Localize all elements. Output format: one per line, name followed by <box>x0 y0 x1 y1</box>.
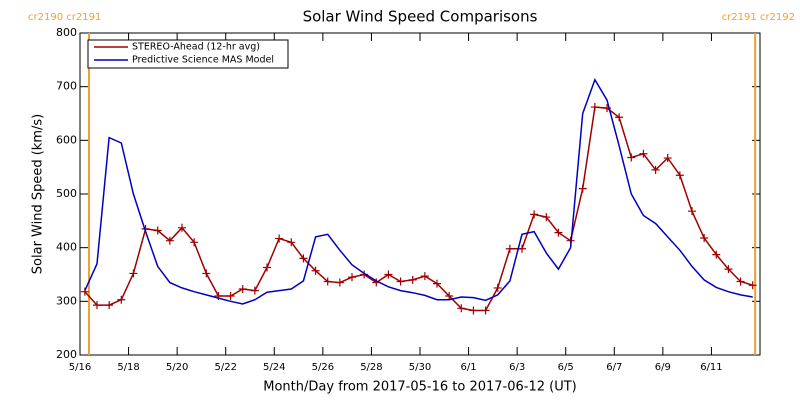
boundary-label: cr2191 cr2192 <box>722 12 795 23</box>
data-point <box>202 269 211 278</box>
x-tick-label: 6/9 <box>655 362 671 373</box>
data-point <box>445 291 454 300</box>
data-point <box>93 301 101 310</box>
data-point <box>505 244 514 253</box>
data-point <box>627 153 636 162</box>
legend-box <box>87 39 289 69</box>
data-point <box>700 234 709 243</box>
data-point <box>518 244 526 253</box>
data-point <box>675 171 684 180</box>
data-point <box>323 277 332 286</box>
data-point <box>493 283 502 292</box>
chart-title: Solar Wind Speed Comparisons <box>303 8 538 26</box>
x-tick-label: 5/18 <box>117 362 139 373</box>
data-point <box>688 207 696 216</box>
data-point <box>165 236 174 245</box>
plot-frame <box>79 32 761 356</box>
x-tick-label: 6/11 <box>700 362 722 373</box>
data-point <box>578 184 587 193</box>
data-point <box>542 213 551 222</box>
data-point <box>396 277 405 286</box>
data-point <box>469 306 478 315</box>
data-point <box>105 301 114 310</box>
data-point <box>615 113 624 122</box>
y-tick-label: 800 <box>56 26 77 39</box>
data-point <box>748 281 757 290</box>
x-tick-label: 5/30 <box>409 362 431 373</box>
data-point <box>433 279 441 288</box>
data-point <box>117 295 126 304</box>
data-point <box>663 154 672 163</box>
data-point <box>639 149 648 158</box>
x-tick-label: 6/7 <box>606 362 622 373</box>
data-point <box>287 238 296 247</box>
data-point <box>384 270 393 279</box>
boundary-label: cr2190 cr2191 <box>28 12 101 23</box>
y-tick-label: 700 <box>56 80 77 93</box>
x-tick-label: 5/16 <box>69 362 91 373</box>
y-tick-label: 500 <box>56 187 77 200</box>
data-point <box>153 226 162 235</box>
x-tick-label: 5/26 <box>312 362 334 373</box>
data-point <box>299 254 308 263</box>
data-point <box>420 272 429 281</box>
y-tick-label: 200 <box>56 348 77 361</box>
data-point <box>275 234 284 243</box>
series-line <box>84 77 753 305</box>
x-tick-label: 5/20 <box>166 362 188 373</box>
data-point <box>712 250 721 259</box>
y-tick-label: 400 <box>56 241 77 254</box>
x-tick-label: 6/3 <box>509 362 525 373</box>
data-point <box>226 291 235 300</box>
data-point <box>408 275 417 284</box>
data-point <box>457 304 466 313</box>
data-point <box>335 278 344 287</box>
x-tick-label: 5/28 <box>360 362 382 373</box>
data-point <box>651 165 660 174</box>
y-axis-label: Solar Wind Speed (km/s) <box>31 114 46 274</box>
x-tick-label: 6/1 <box>461 362 477 373</box>
data-point <box>481 306 490 315</box>
data-point <box>263 263 271 272</box>
y-tick-label: 300 <box>56 294 77 307</box>
data-point <box>724 265 733 274</box>
legend-label: Predictive Science MAS Model <box>132 55 274 66</box>
data-point <box>311 266 320 275</box>
data-point <box>178 223 186 232</box>
data-point <box>554 228 563 237</box>
x-tick-label: 5/24 <box>263 362 285 373</box>
x-tick-label: 6/5 <box>558 362 574 373</box>
data-point <box>348 273 356 282</box>
data-point <box>250 286 259 295</box>
data-point <box>129 269 138 278</box>
data-point <box>736 277 745 286</box>
data-point <box>590 103 599 112</box>
data-point <box>190 238 199 247</box>
series-line <box>84 106 753 312</box>
x-axis-label: Month/Day from 2017-05-16 to 2017-06-12 … <box>263 380 576 395</box>
data-point <box>238 284 247 293</box>
x-tick-label: 5/22 <box>214 362 236 373</box>
data-point <box>530 210 539 219</box>
y-tick-label: 600 <box>56 133 77 146</box>
legend-label: STEREO-Ahead (12-hr avg) <box>132 42 260 53</box>
